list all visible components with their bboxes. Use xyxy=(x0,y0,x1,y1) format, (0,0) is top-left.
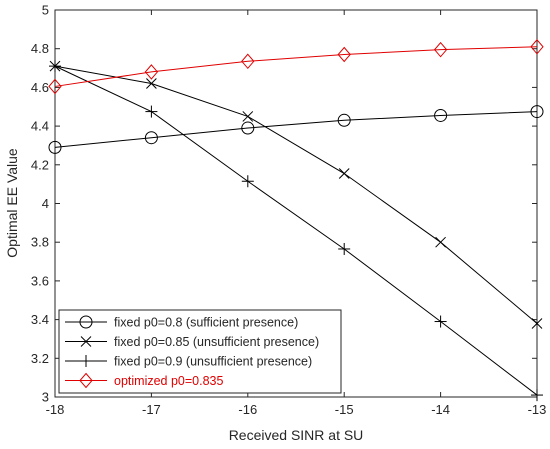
legend-label: fixed p0=0.85 (unsufficient presence) xyxy=(114,335,319,349)
plus-marker xyxy=(145,105,158,118)
series-line xyxy=(54,65,538,324)
y-tick-label: 4.6 xyxy=(31,80,49,95)
y-tick-label: 5 xyxy=(42,3,49,18)
series-line xyxy=(54,46,538,87)
legend-label: optimized p0=0.835 xyxy=(114,374,224,388)
series-line xyxy=(54,65,538,396)
x-marker xyxy=(435,236,446,248)
legend-item: fixed p0=0.85 (unsufficient presence) xyxy=(65,335,319,349)
diamond-marker xyxy=(241,53,255,70)
diamond-marker-shape xyxy=(241,53,255,70)
circle-marker xyxy=(79,315,93,329)
legend-item: fixed p0=0.9 (unsufficient presence) xyxy=(65,355,312,369)
circle-marker xyxy=(530,105,544,119)
x-marker xyxy=(338,168,350,179)
diamond-marker xyxy=(337,46,351,63)
x-tick-label: -14 xyxy=(431,402,450,417)
y-tick-label: 3 xyxy=(42,390,49,405)
plus-marker xyxy=(531,389,543,402)
x-tick-label: -16 xyxy=(238,402,257,417)
circle-marker-shape xyxy=(241,121,255,135)
x-marker-stroke xyxy=(435,236,446,248)
circle-marker-shape xyxy=(337,113,351,127)
series-2 xyxy=(49,60,543,402)
x-tick-label: -15 xyxy=(335,402,354,417)
x-marker xyxy=(80,336,92,347)
plus-marker xyxy=(241,175,254,188)
diamond-marker xyxy=(433,41,448,58)
circle-marker xyxy=(241,121,255,135)
circle-marker xyxy=(434,108,448,122)
plus-marker xyxy=(80,355,92,367)
series-0 xyxy=(48,105,544,154)
y-tick-label: 3.6 xyxy=(31,273,49,288)
x-tick-label: -13 xyxy=(528,402,547,417)
plus-marker xyxy=(434,315,447,328)
circle-marker-shape xyxy=(144,131,158,145)
y-tick-label: 4.4 xyxy=(31,119,49,134)
x-marker-stroke xyxy=(531,318,543,329)
x-marker xyxy=(242,111,254,122)
diamond-marker xyxy=(530,38,544,55)
series-group xyxy=(48,38,544,402)
y-tick-label: 4.8 xyxy=(31,41,49,56)
y-axis-label: Optimal EE Value xyxy=(4,148,20,258)
circle-marker xyxy=(144,131,158,145)
x-axis-label: Received SINR at SU xyxy=(229,427,364,443)
series-3 xyxy=(48,38,544,95)
x-marker-stroke xyxy=(338,168,350,179)
diamond-marker-shape xyxy=(337,46,351,63)
diamond-marker-shape xyxy=(144,64,159,80)
x-tick-label: -18 xyxy=(46,402,65,417)
x-marker xyxy=(146,78,157,89)
diamond-marker-shape xyxy=(79,372,93,389)
y-tick-label: 3.2 xyxy=(31,351,49,366)
plus-marker xyxy=(49,60,61,73)
y-tick-label: 3.4 xyxy=(31,312,49,327)
diamond-marker-shape xyxy=(530,38,544,55)
series-line xyxy=(54,111,538,148)
y-tick-label: 4 xyxy=(42,196,49,211)
y-tick-label: 4.2 xyxy=(31,157,49,172)
x-marker-stroke xyxy=(80,336,92,347)
x-tick-label: -17 xyxy=(142,402,161,417)
diamond-marker xyxy=(144,64,159,80)
series-1 xyxy=(49,60,543,329)
legend-box xyxy=(58,309,342,394)
legend-label: fixed p0=0.9 (unsufficient presence) xyxy=(114,355,312,369)
diamond-marker-shape xyxy=(433,41,448,58)
circle-marker-shape xyxy=(434,108,448,122)
diamond-marker xyxy=(48,78,62,95)
plus-marker xyxy=(338,242,351,255)
circle-marker-shape xyxy=(530,105,544,119)
circle-marker-shape xyxy=(79,315,93,329)
circle-marker-shape xyxy=(48,140,62,154)
legend-label: fixed p0=0.8 (sufficient presence) xyxy=(114,316,298,330)
x-marker xyxy=(531,318,543,329)
legend-item: fixed p0=0.8 (sufficient presence) xyxy=(65,315,298,330)
circle-marker xyxy=(337,113,351,127)
y-tick-label: 3.8 xyxy=(31,235,49,250)
legend-item: optimized p0=0.835 xyxy=(65,372,224,389)
diamond-marker xyxy=(79,372,93,389)
diamond-marker-shape xyxy=(48,78,62,95)
circle-marker xyxy=(48,140,62,154)
x-marker-stroke xyxy=(242,111,254,122)
x-marker-stroke xyxy=(146,78,157,89)
legend: fixed p0=0.8 (sufficient presence) fixed … xyxy=(58,309,342,394)
